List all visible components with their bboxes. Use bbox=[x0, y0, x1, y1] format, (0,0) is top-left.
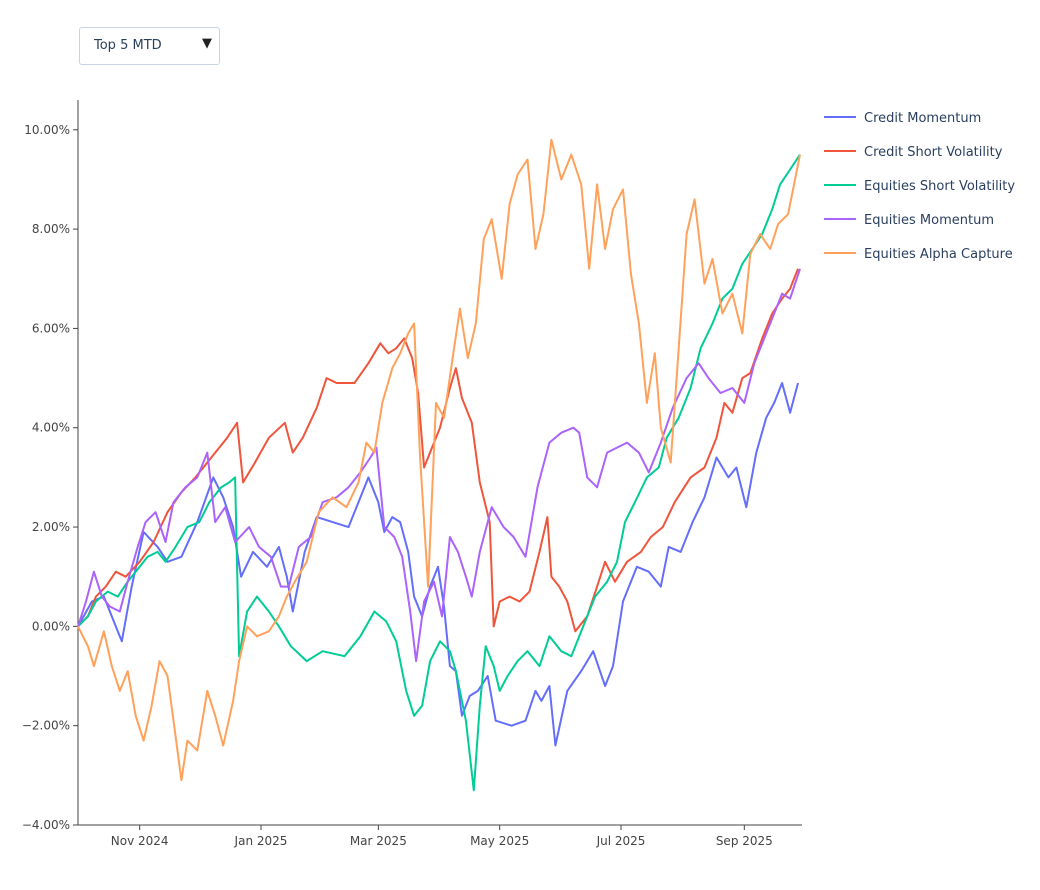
legend-label: Equities Alpha Capture bbox=[864, 247, 1013, 262]
legend-label: Credit Short Volatility bbox=[864, 145, 1003, 160]
x-tick-label: Jul 2025 bbox=[596, 834, 646, 848]
dropdown-selected-label: Top 5 MTD bbox=[94, 38, 162, 53]
series-line-credit-momentum bbox=[77, 382, 799, 747]
legend-item-equities-alpha-capture[interactable]: Equities Alpha Capture bbox=[824, 247, 1013, 262]
axes: −4.00% −2.00% 0.00% 2.00% 4.00% 6.00% 8.00% 10.… bbox=[22, 100, 802, 848]
legend-item-equities-short-volatility[interactable]: Equities Short Volatility bbox=[824, 179, 1015, 194]
series-layer bbox=[77, 138, 801, 792]
y-tick-label: −2.00% bbox=[22, 719, 70, 733]
series-line-equities-momentum bbox=[77, 268, 801, 663]
x-tick-label: Mar 2025 bbox=[350, 834, 407, 848]
y-tick-label: 0.00% bbox=[32, 619, 70, 633]
chevron-down-icon: ▼ bbox=[202, 36, 212, 51]
legend-item-equities-momentum[interactable]: Equities Momentum bbox=[824, 213, 994, 228]
chart-filter-dropdown[interactable]: Top 5 MTD ▼ bbox=[79, 27, 220, 65]
legend-label: Credit Momentum bbox=[864, 111, 981, 126]
legend-label: Equities Momentum bbox=[864, 213, 994, 228]
y-tick-label: −4.00% bbox=[22, 818, 70, 832]
legend-item-credit-short-volatility[interactable]: Credit Short Volatility bbox=[824, 145, 1003, 160]
legend[interactable]: Credit Momentum Credit Short Volatility Eq… bbox=[824, 111, 1015, 262]
x-tick-label: May 2025 bbox=[470, 834, 529, 848]
y-tick-label: 2.00% bbox=[32, 520, 70, 534]
x-tick-label: Sep 2025 bbox=[716, 834, 773, 848]
x-tick-label: Nov 2024 bbox=[111, 834, 169, 848]
legend-item-credit-momentum[interactable]: Credit Momentum bbox=[824, 111, 981, 126]
x-tick-label: Jan 2025 bbox=[234, 834, 288, 848]
y-tick-label: 10.00% bbox=[24, 123, 70, 137]
series-line-credit-short-volatility bbox=[77, 268, 799, 633]
series-line-equities-alpha-capture bbox=[77, 138, 801, 782]
y-tick-label: 6.00% bbox=[32, 321, 70, 335]
series-line-equities-short-volatility bbox=[77, 154, 801, 792]
y-tick-label: 8.00% bbox=[32, 222, 70, 236]
legend-label: Equities Short Volatility bbox=[864, 179, 1015, 194]
y-tick-label: 4.00% bbox=[32, 421, 70, 435]
